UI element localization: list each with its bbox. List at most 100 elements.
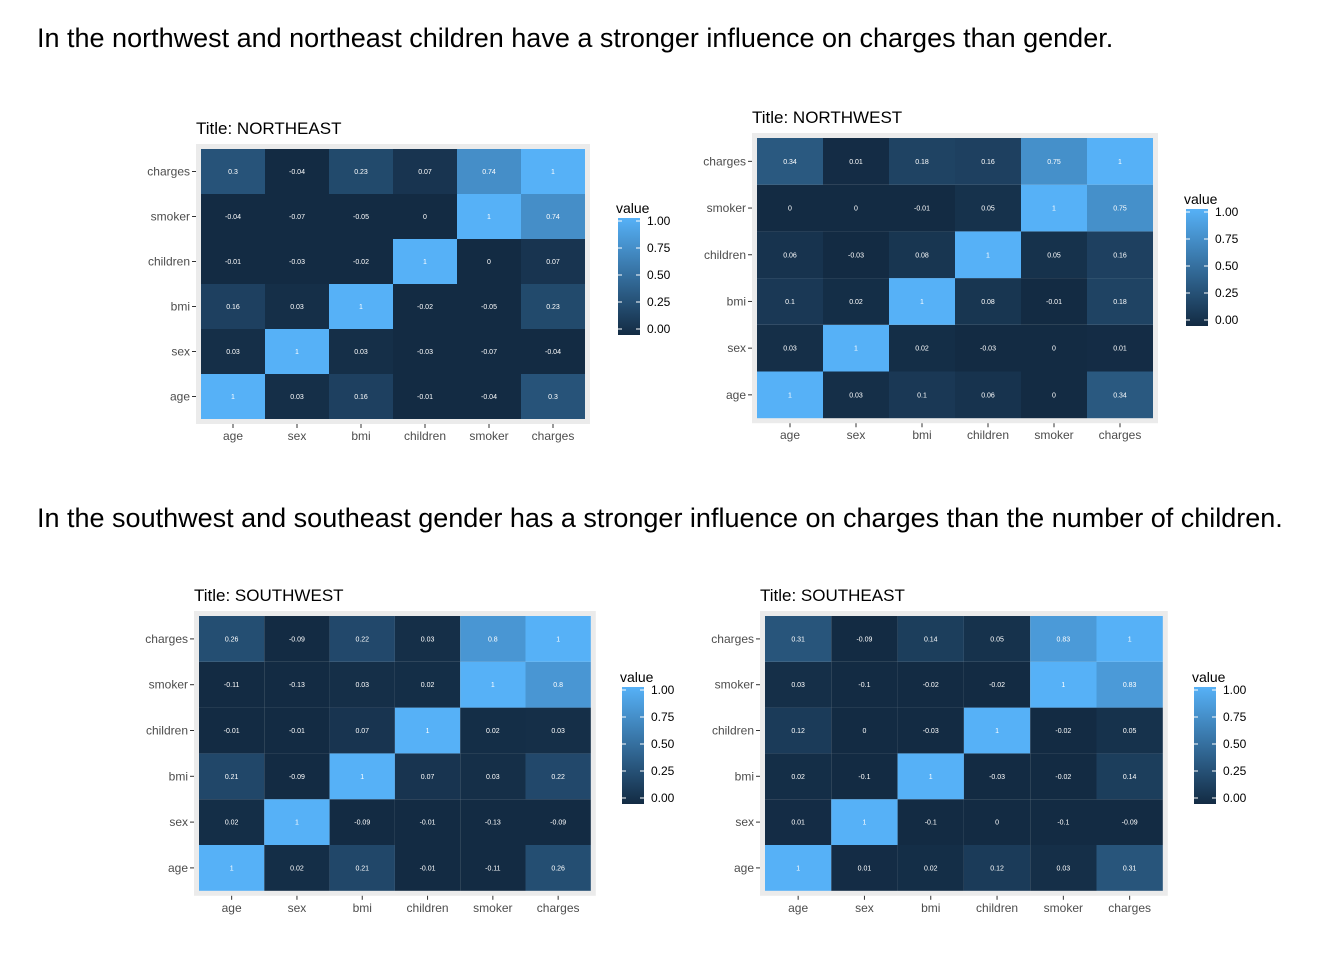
cell-age-children	[394, 845, 461, 891]
cell-smoker-charges	[1096, 661, 1163, 708]
chart-title: Title: SOUTHWEST	[194, 586, 344, 605]
cell-value-label: 0.05	[981, 206, 995, 213]
cell-value-label: 0.02	[486, 728, 500, 735]
cell-value-label: -0.01	[289, 728, 305, 735]
legend-colorbar	[1194, 687, 1216, 804]
cell-value-label: 0.05	[1047, 252, 1061, 259]
x-tick-label: charges	[1108, 901, 1151, 915]
cell-value-label: -0.1	[925, 820, 937, 827]
cell-smoker-bmi	[889, 184, 955, 232]
legend-tick-label: 0.25	[1223, 764, 1247, 778]
cell-value-label: 0.08	[915, 252, 929, 259]
cell-children-smoker	[457, 239, 521, 284]
cell-value-label: 0.26	[551, 865, 565, 872]
cell-sex-charges	[1087, 324, 1153, 372]
cell-value-label: 0.75	[1113, 206, 1127, 213]
cell-value-label: 0.16	[981, 159, 995, 166]
cell-value-label: 0.34	[1113, 392, 1127, 399]
cell-bmi-smoker	[457, 284, 521, 329]
cell-value-label: -0.07	[481, 349, 497, 356]
cell-value-label: 0.12	[791, 728, 805, 735]
cell-value-label: 0.01	[1113, 346, 1127, 353]
cell-sex-smoker	[1030, 799, 1097, 845]
cell-smoker-sex	[831, 661, 898, 708]
cell-sex-sex	[264, 799, 330, 845]
chart-title: Title: SOUTHEAST	[760, 586, 905, 605]
y-tick-label: bmi	[169, 769, 188, 783]
cell-value-label: -0.1	[858, 682, 870, 689]
heatmap-northeast: Title: NORTHEAST 1 0.03 0.16 -0.01 -0.04 0.3 0.…	[136, 112, 696, 452]
cell-age-age	[765, 845, 832, 891]
cell-sex-sex	[265, 329, 329, 374]
cell-bmi-bmi	[329, 284, 393, 329]
cell-sex-smoker	[460, 799, 526, 845]
cell-age-sex	[265, 374, 329, 419]
y-tick-label: sex	[727, 341, 746, 355]
cell-charges-age	[199, 616, 265, 662]
cell-value-label: -0.04	[545, 349, 561, 356]
cell-value-label: 1	[995, 728, 999, 735]
cell-value-label: -0.01	[914, 206, 930, 213]
cell-value-label: 0.22	[355, 636, 369, 643]
cell-value-label: 0.18	[1113, 299, 1127, 306]
cell-bmi-age	[765, 753, 832, 800]
cell-children-charges	[525, 707, 591, 754]
cell-value-label: 1	[920, 299, 924, 306]
cell-sex-charges	[521, 329, 585, 374]
cell-value-label: 0.03	[355, 682, 369, 689]
cell-value-label: 0.1	[785, 299, 795, 306]
cell-charges-smoker	[1021, 138, 1087, 185]
cell-smoker-smoker	[457, 194, 521, 239]
cell-value-label: 0.22	[551, 774, 565, 781]
cell-charges-bmi	[897, 616, 964, 662]
cell-age-smoker	[457, 374, 521, 419]
cell-value-label: -0.04	[481, 394, 497, 401]
cell-charges-sex	[264, 616, 330, 662]
legend-tick-label: 0.50	[1215, 259, 1239, 273]
cell-sex-children	[955, 324, 1021, 372]
cell-bmi-smoker	[1021, 278, 1087, 325]
legend-tick-label: 1.00	[1223, 683, 1247, 697]
cell-value-label: 1	[1052, 206, 1056, 213]
cell-children-smoker	[1021, 231, 1087, 279]
y-tick-label: sex	[169, 815, 188, 829]
heatmap-southeast-svg: Title: SOUTHEAST 1 0.01 0.02 0.12 0.03 0.31 0.0…	[711, 586, 1247, 915]
cell-value-label: 1	[1118, 159, 1122, 166]
cell-bmi-smoker	[1030, 753, 1097, 800]
cell-value-label: 0.34	[783, 159, 797, 166]
cell-age-age	[199, 845, 265, 891]
cell-bmi-charges	[525, 753, 591, 800]
cell-value-label: 0.03	[783, 346, 797, 353]
heatmap-northwest-svg: Title: NORTHWEST 1 0.03 0.1 0.06 0 0.34 0.03 1 0.…	[703, 108, 1239, 442]
cell-value-label: 0.01	[791, 820, 805, 827]
x-tick-label: charges	[1099, 428, 1142, 442]
cell-value-label: 0.03	[290, 304, 304, 311]
cell-children-children	[393, 239, 457, 284]
cell-value-label: 0.03	[486, 774, 500, 781]
cell-value-label: 0.8	[488, 636, 498, 643]
cell-children-sex	[823, 231, 889, 279]
x-tick-label: bmi	[353, 901, 372, 915]
cell-value-label: -0.11	[224, 682, 240, 689]
cell-smoker-age	[765, 661, 832, 708]
cell-children-sex	[831, 707, 898, 754]
cell-value-label: -0.02	[1055, 728, 1071, 735]
cell-children-bmi	[329, 239, 393, 284]
cell-smoker-children	[955, 184, 1021, 232]
cell-age-charges	[525, 845, 591, 891]
cell-value-label: -0.09	[354, 820, 370, 827]
cell-value-label: 0.14	[924, 636, 938, 643]
legend-tick-label: 0.75	[647, 241, 671, 255]
cell-age-smoker	[1030, 845, 1097, 891]
cell-value-label: 0	[1052, 392, 1056, 399]
legend-tick-label: 0.00	[1223, 791, 1247, 805]
cell-charges-charges	[1087, 138, 1153, 185]
legend-tick-label: 0.75	[1223, 710, 1247, 724]
cell-value-label: 1	[551, 169, 555, 176]
cell-value-label: -0.1	[1057, 820, 1069, 827]
cell-charges-age	[201, 149, 265, 194]
cell-children-charges	[1087, 231, 1153, 279]
cell-value-label: -0.03	[848, 252, 864, 259]
cell-age-charges	[521, 374, 585, 419]
cell-charges-charges	[1096, 616, 1163, 662]
